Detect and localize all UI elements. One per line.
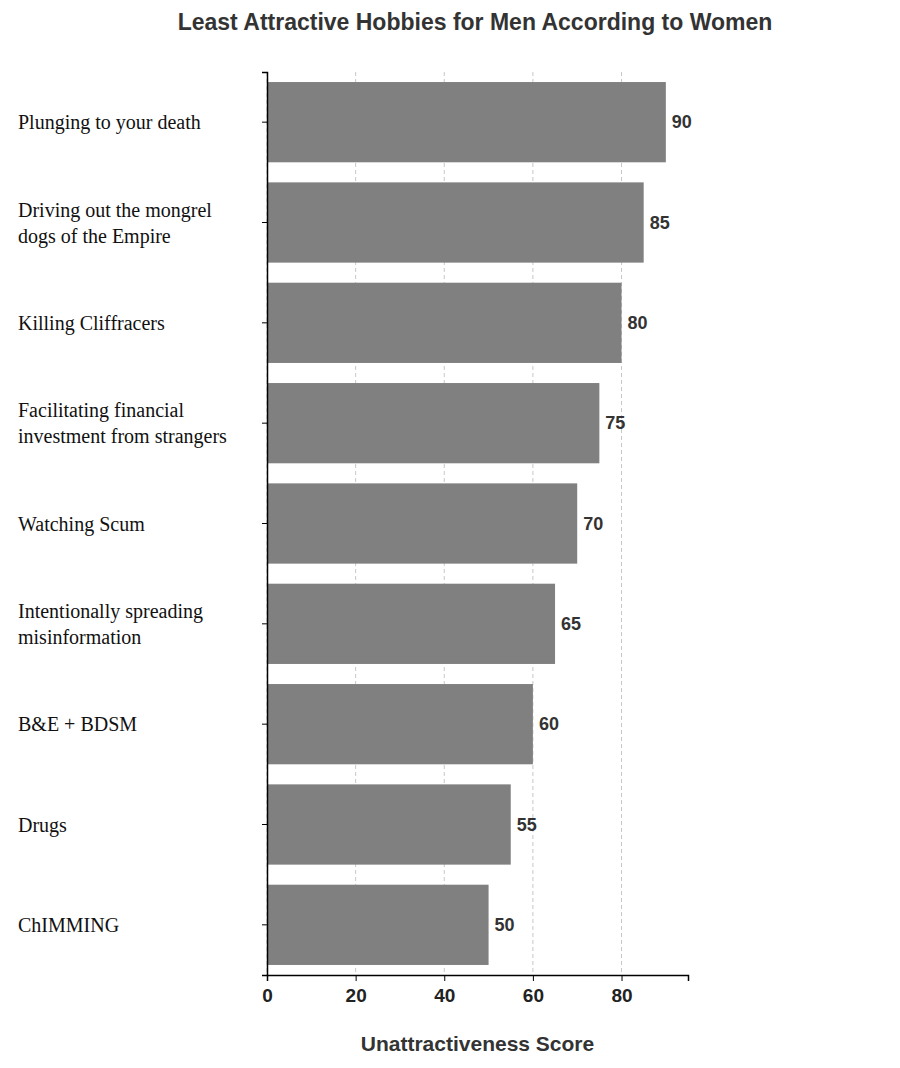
x-axis: 0 20 40 60 80 [262, 975, 688, 1006]
tick-mark [262, 623, 267, 624]
bar [267, 283, 622, 363]
tick-label-line: misinformation [18, 626, 141, 648]
tick-label: Killing Cliffracers [18, 312, 165, 335]
tick-label: Watching Scum [18, 513, 145, 536]
tick-label-line: Killing Cliffracers [18, 312, 165, 335]
data-label: 70 [583, 514, 603, 534]
axis-title: Unattractiveness Score [361, 1032, 594, 1055]
plot: 90 85 80 75 70 65 60 55 50 0 20 40 60 80 Plunging to y… [18, 72, 692, 1006]
tick-label: 60 [523, 985, 544, 1006]
axis-line [268, 976, 689, 982]
tick-label: Drugs [18, 814, 67, 837]
data-label: 75 [605, 413, 625, 433]
tick: 40 [434, 975, 455, 1006]
tick-label: Facilitating financial investment from st… [18, 399, 227, 448]
tick-mark [444, 975, 445, 981]
tick-label-line: B&E + BDSM [18, 713, 137, 735]
tick: Driving out the mongrel dogs of the Empir… [18, 199, 267, 248]
tick-mark [356, 975, 357, 981]
tick: B&E + BDSM [18, 713, 267, 735]
tick-label-line: Facilitating financial [18, 399, 184, 422]
bar [267, 684, 533, 764]
bar [267, 483, 577, 563]
tick-mark [262, 824, 267, 825]
tick: Facilitating financial investment from st… [18, 399, 267, 448]
data-label: 80 [628, 313, 648, 333]
tick-mark [262, 122, 267, 123]
bar [267, 885, 489, 965]
tick: Plunging to your death [18, 111, 267, 134]
tick: Watching Scum [18, 513, 267, 536]
bar [267, 82, 666, 162]
bars [267, 82, 666, 965]
tick-label-line: Watching Scum [18, 513, 145, 536]
tick-label: Plunging to your death [18, 111, 201, 134]
data-label: 50 [495, 915, 515, 935]
tick-label-line: Intentionally spreading [18, 600, 203, 623]
data-labels: 90 85 80 75 70 65 60 55 50 [495, 112, 692, 935]
tick-mark [262, 423, 267, 424]
data-label: 90 [672, 112, 692, 132]
tick: 80 [611, 975, 632, 1006]
tick: 60 [523, 975, 544, 1006]
tick-mark [262, 724, 267, 725]
tick-label-line: ChIMMING [18, 914, 119, 936]
tick-label: Intentionally spreading misinformation [18, 600, 203, 648]
tick-label: ChIMMING [18, 914, 119, 936]
tick-mark [262, 924, 267, 925]
tick-label-line: Plunging to your death [18, 111, 201, 134]
tick-label: 80 [611, 985, 632, 1006]
tick: Intentionally spreading misinformation [18, 600, 267, 648]
tick: ChIMMING [18, 914, 267, 936]
tick-label: 20 [346, 985, 367, 1006]
bar [267, 784, 511, 864]
tick-mark [262, 322, 267, 323]
tick-label-line: Driving out the mongrel [18, 199, 212, 222]
tick-label-line: investment from strangers [18, 425, 227, 448]
data-label: 65 [561, 614, 581, 634]
tick: 20 [346, 975, 367, 1006]
y-axis: Plunging to your death Driving out the mo… [18, 73, 268, 976]
data-label: 85 [650, 213, 670, 233]
bar [267, 584, 555, 664]
tick-label-line: dogs of the Empire [18, 225, 171, 248]
tick: Drugs [18, 814, 267, 837]
tick: 0 [262, 975, 273, 1006]
chart: Least Attractive Hobbies for Men Accordi… [0, 0, 900, 1068]
data-label: 60 [539, 714, 559, 734]
tick-mark [622, 975, 623, 981]
tick-mark [533, 975, 534, 981]
tick-label: B&E + BDSM [18, 713, 137, 735]
tick-label: Driving out the mongrel dogs of the Empir… [18, 199, 212, 248]
axis-line [262, 73, 268, 976]
tick-label: 40 [434, 985, 455, 1006]
tick-mark [262, 523, 267, 524]
bar [267, 383, 599, 463]
tick: Killing Cliffracers [18, 312, 267, 335]
tick-label: 0 [262, 985, 273, 1006]
tick-label-line: Drugs [18, 814, 67, 837]
data-label: 55 [517, 815, 537, 835]
title: Least Attractive Hobbies for Men Accordi… [178, 9, 773, 35]
tick-mark [262, 222, 267, 223]
bar [267, 182, 644, 262]
